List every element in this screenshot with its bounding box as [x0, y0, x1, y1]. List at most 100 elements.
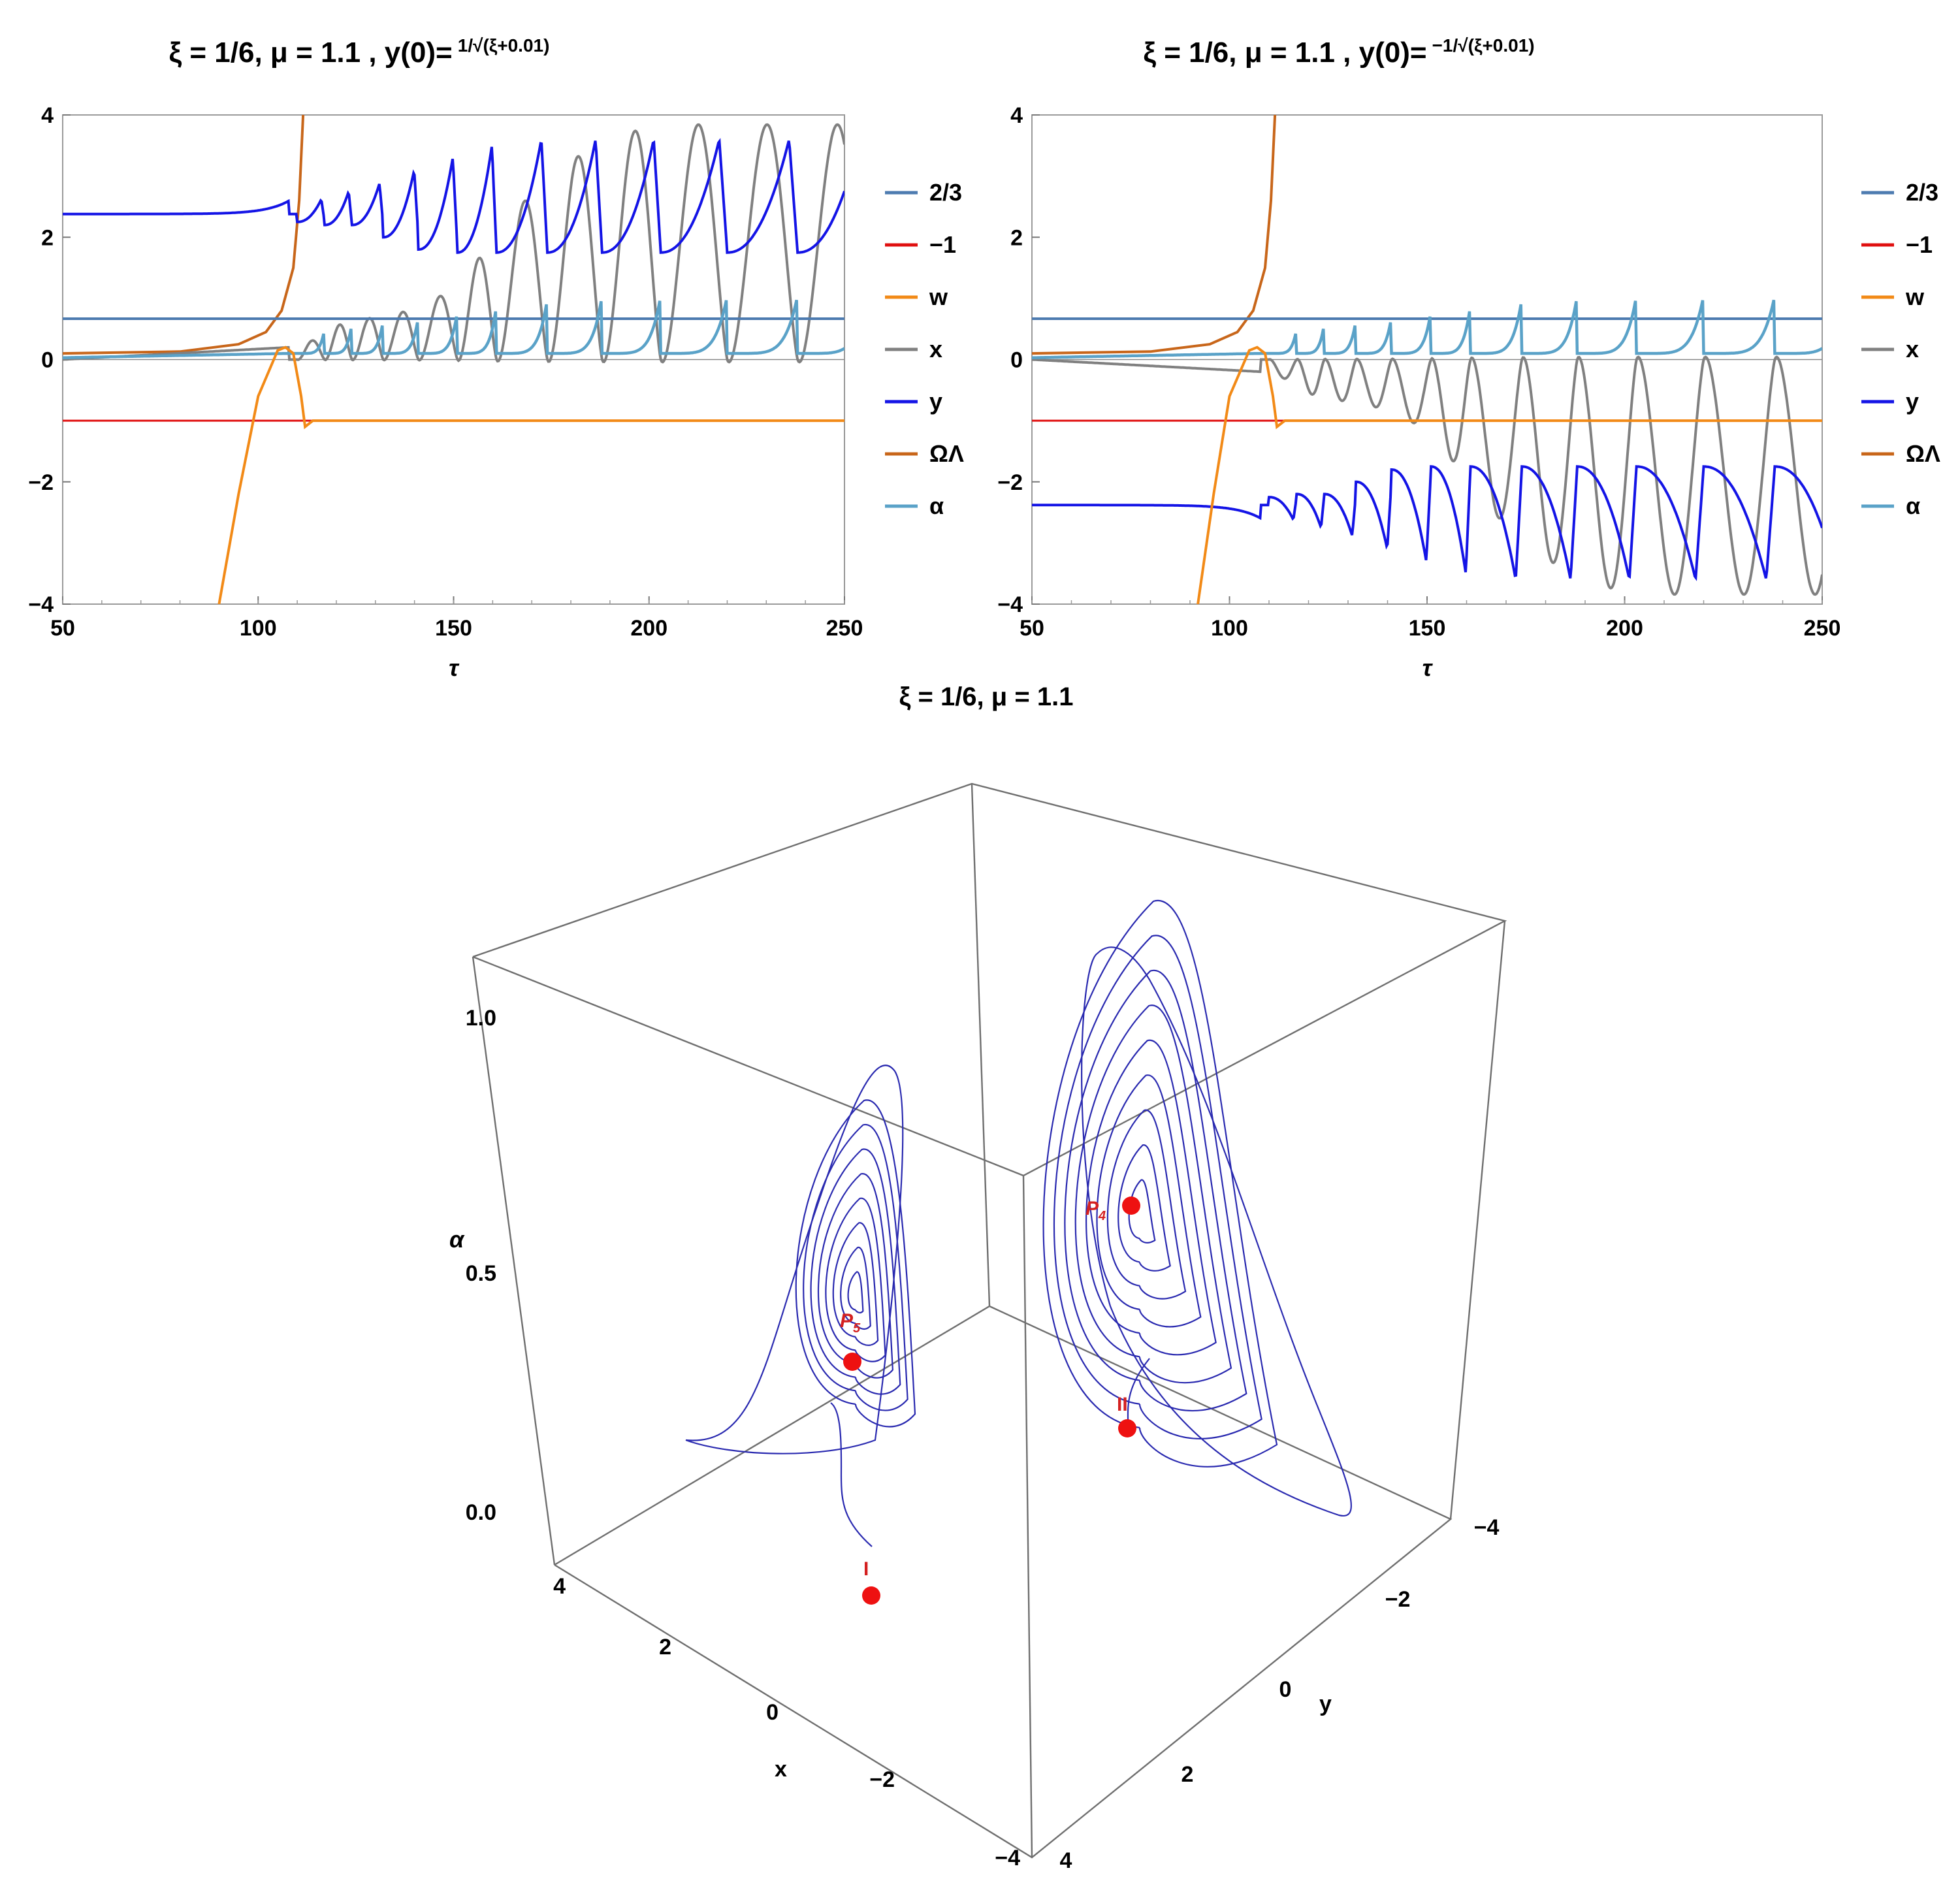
point-p4-label: P4	[1085, 1198, 1106, 1223]
legend-label: y	[929, 388, 942, 415]
x-tick-label: 4	[553, 1574, 566, 1599]
legend-label: 2/3	[929, 179, 962, 206]
point-p4: P4	[1085, 1196, 1140, 1223]
trajectory-p5	[685, 1065, 916, 1547]
x-axis-label: τ	[449, 654, 460, 681]
trajectory-loop	[1042, 899, 1278, 1468]
trajectory-loop	[795, 1099, 916, 1428]
series-w	[217, 345, 844, 604]
box-edge-left	[472, 956, 556, 1565]
x-tick-label: 250	[826, 616, 863, 641]
trajectory-outer-shell	[1081, 946, 1352, 1517]
trajectory-loop	[818, 1173, 894, 1379]
phase-axes: α x y 0.0 0.5 1.0 4 2 0 −2 −4 −4 −2 0 2 4	[449, 1006, 1499, 1873]
trajectory-loop	[840, 1246, 871, 1330]
legend-label: ΩΛ	[1906, 440, 1940, 467]
series-omega-lambda	[1032, 115, 1277, 355]
x-tick-label: 50	[1020, 616, 1044, 641]
x-tick-label: 200	[630, 616, 667, 641]
box-top-face	[472, 782, 1507, 1177]
trajectory-loop	[1096, 1074, 1202, 1328]
series-x	[1032, 355, 1822, 596]
series-y	[1032, 465, 1822, 581]
trajectory-p5-loops	[685, 1065, 916, 1454]
y-tick-label: −4	[28, 592, 54, 617]
x-tick-label: −4	[995, 1846, 1020, 1870]
trajectory-loop	[803, 1124, 908, 1411]
legend-label: α	[1906, 492, 1920, 519]
trajectory-loop	[1085, 1039, 1217, 1356]
x-tick-label: 150	[1409, 616, 1446, 641]
box-edge-right	[1449, 920, 1506, 1520]
point-p4-marker	[1122, 1196, 1140, 1215]
trajectory-p4	[1042, 899, 1352, 1517]
x-tick-label: 2	[659, 1635, 671, 1660]
trajectory-loop	[1053, 935, 1262, 1439]
trajectory-loop	[810, 1148, 901, 1395]
alpha-tick-label: 0.0	[466, 1500, 496, 1525]
time-series-panel-negative: ξ = 1/6, μ = 1.1 , y(0)= −1/√(ξ+0.01) 50 1…	[997, 35, 1940, 681]
x-tick-label: 50	[50, 616, 75, 641]
point-p5: P5	[840, 1310, 861, 1371]
legend: 2/3 −1 wxy ΩΛ α	[1861, 179, 1940, 519]
x-tick-label: 200	[1606, 616, 1643, 641]
point-I-label: I	[863, 1558, 869, 1580]
trajectory-loop	[847, 1271, 864, 1313]
y-tick-label: −2	[28, 470, 54, 495]
y-axis-label: y	[1319, 1692, 1332, 1716]
trajectory-outer-shell	[685, 1065, 904, 1454]
x-tick-label: 100	[1211, 616, 1248, 641]
x-tick-label: 100	[240, 616, 277, 641]
y-tick-label: −2	[1385, 1587, 1411, 1612]
alpha-tick-label: 0.5	[466, 1261, 496, 1286]
panel-title-left: ξ = 1/6, μ = 1.1 , y(0)= 1/√(ξ+0.01)	[169, 35, 550, 69]
legend-label: α	[929, 492, 944, 519]
y-tick-label: 4	[41, 103, 54, 128]
phase-bounding-box	[472, 782, 1507, 1859]
x-axis-label: τ	[1422, 654, 1434, 681]
box-bottom-face	[554, 1305, 1453, 1859]
legend-label: x	[1906, 336, 1919, 362]
alpha-axis-label: α	[449, 1226, 465, 1253]
x-tick-label: −2	[869, 1767, 895, 1792]
y-tick-label: −2	[997, 470, 1023, 495]
trajectory-loop	[1064, 969, 1247, 1412]
point-II-label: II	[1117, 1394, 1128, 1415]
legend-label: y	[1906, 388, 1919, 415]
trajectory-loop	[1074, 1004, 1232, 1384]
y-tick-label: −4	[997, 592, 1023, 617]
legend: 2/3 −1 wxy ΩΛ α	[885, 179, 964, 519]
trajectory-loop	[825, 1197, 886, 1362]
trajectory-p4-loops	[1042, 899, 1352, 1517]
y-tick-label: 4	[1060, 1848, 1072, 1873]
y-tick-label: 0	[1279, 1677, 1292, 1702]
point-p5-label: P5	[840, 1310, 861, 1336]
series-lines	[1032, 115, 1822, 604]
legend-label: −1	[929, 231, 956, 258]
y-tick-label: 2	[1181, 1762, 1194, 1787]
y-tick-label: 0	[1010, 348, 1023, 373]
time-series-panel-positive: ξ = 1/6, μ = 1.1 , y(0)= 1/√(ξ+0.01) 50 10…	[28, 35, 964, 681]
panel-title-right: ξ = 1/6, μ = 1.1 , y(0)= −1/√(ξ+0.01)	[1143, 35, 1534, 69]
x-tick-label: 150	[435, 616, 472, 641]
y-tick-label: 0	[41, 348, 54, 373]
box-edge-back	[971, 783, 991, 1307]
y-tick-label: 2	[1010, 225, 1023, 250]
legend-label: ΩΛ	[929, 440, 964, 467]
legend-label: 2/3	[1906, 179, 1938, 206]
series-omega-lambda	[63, 115, 305, 355]
series-alpha	[63, 299, 844, 359]
point-p5-marker	[843, 1353, 861, 1371]
trajectory-loop	[1128, 1179, 1156, 1244]
box-edge-front	[1022, 1175, 1033, 1858]
phase-space-3d-plot: ξ = 1/6, μ = 1.1 P5 P4	[449, 682, 1507, 1873]
legend-label: x	[929, 336, 942, 362]
y-tick-label: 4	[1010, 103, 1023, 128]
series-alpha	[1032, 299, 1822, 359]
point-II: II	[1117, 1394, 1136, 1437]
x-tick-label: 0	[766, 1700, 779, 1725]
series-lines	[63, 115, 844, 604]
series-x	[63, 123, 844, 364]
